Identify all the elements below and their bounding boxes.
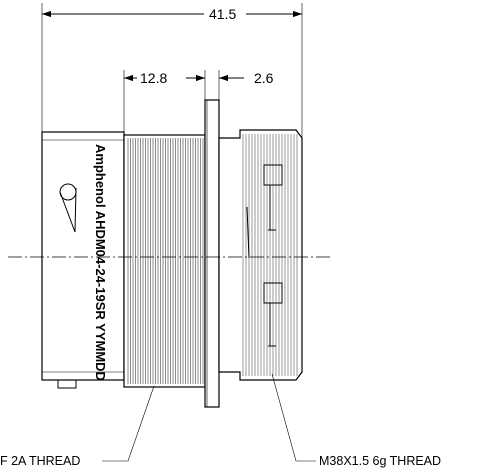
callout-right-thread: M38X1.5 6g THREAD (271, 373, 441, 468)
dimension-thread-length: 12.8 (123, 70, 206, 135)
front-receptacle (218, 129, 303, 381)
latch-tab (57, 379, 77, 389)
polarizing-key (246, 206, 250, 259)
coupling-thread (123, 134, 206, 388)
rear-housing (41, 131, 125, 381)
callout-right-label: M38X1.5 6g THREAD (319, 454, 441, 468)
callout-left-thread: F 2A THREAD (0, 385, 155, 468)
thread-hatching (127, 138, 204, 384)
dimension-rear-offset: 2.6 (218, 70, 274, 100)
callout-left-label: F 2A THREAD (0, 454, 80, 468)
keyway-icon (59, 183, 77, 233)
dim-thread-label: 12.8 (140, 70, 167, 86)
front-thread-hatching (242, 134, 298, 376)
housing-marking: Amphenol AHDM04-24-19SR YYMMDD (93, 144, 108, 381)
dim-overall-label: 41.5 (209, 6, 236, 22)
bayonet-slot (263, 164, 283, 347)
connector-body (41, 99, 303, 408)
dimension-overall: 41.5 (41, 3, 303, 140)
dim-offset-label: 2.6 (254, 70, 274, 86)
